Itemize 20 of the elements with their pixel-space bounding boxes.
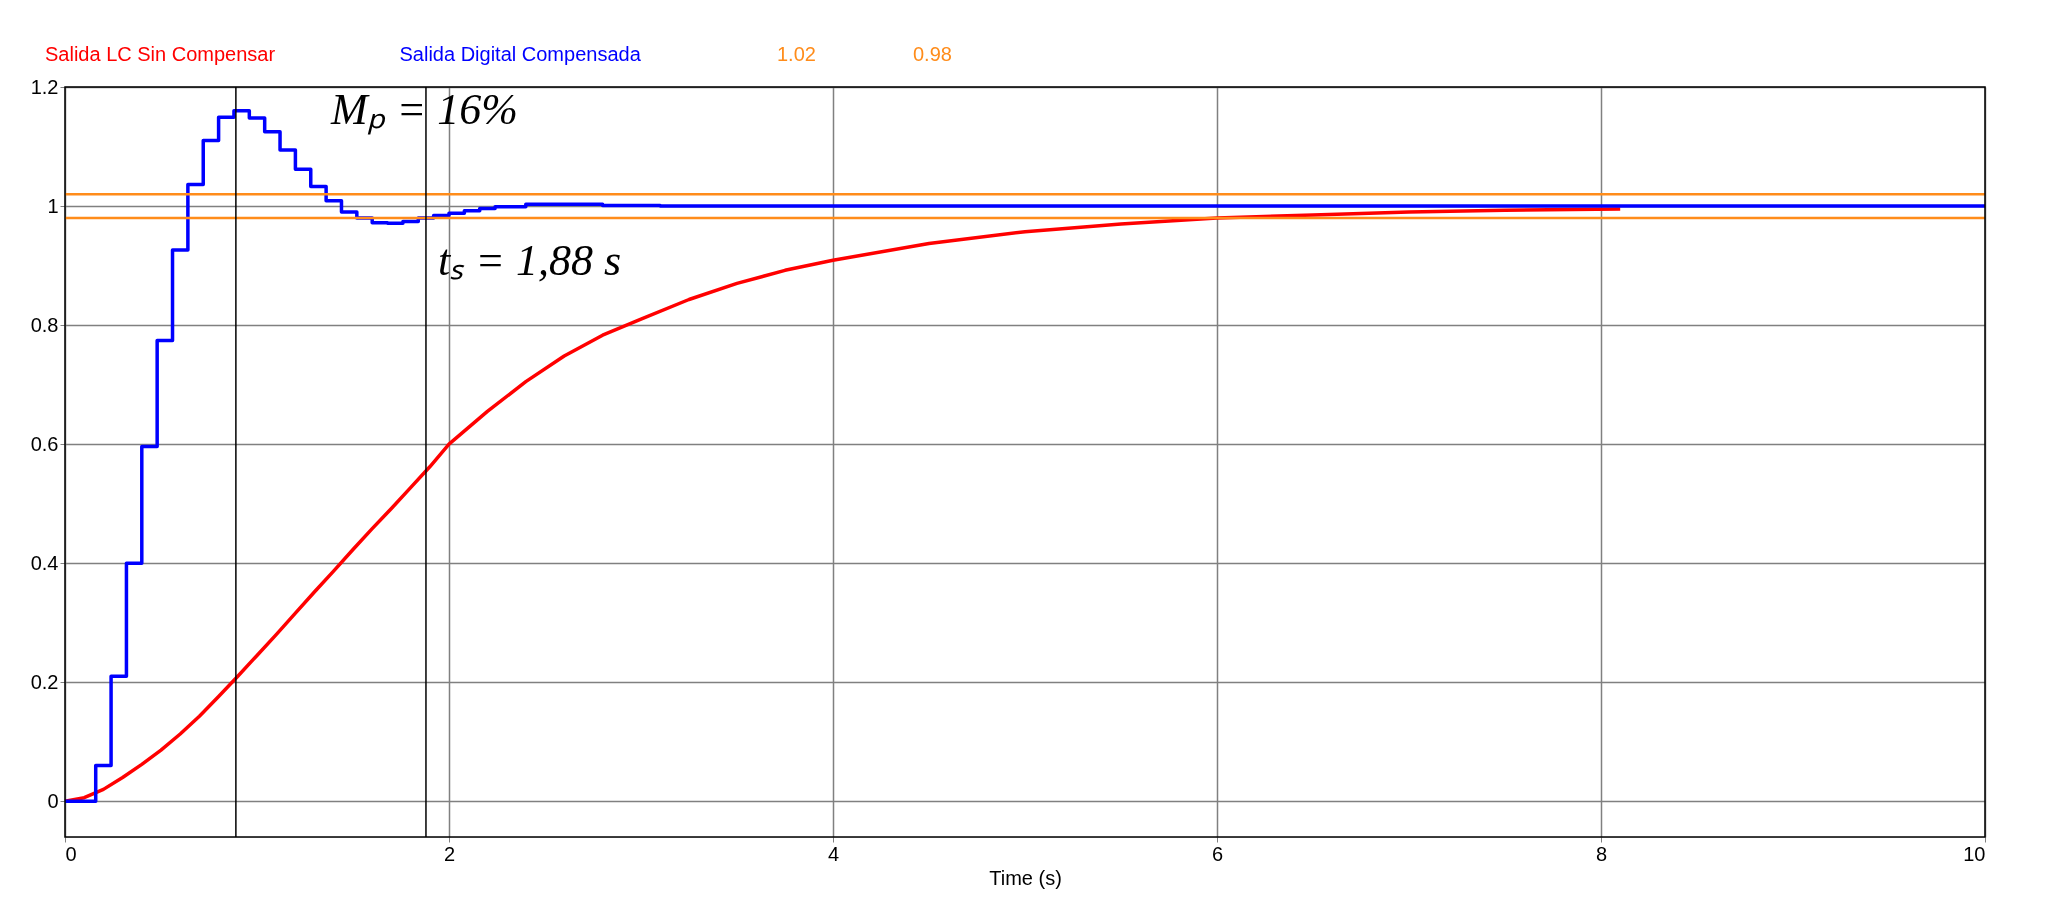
x-tick-label: 6 bbox=[1211, 842, 1224, 865]
annotation: tₛ = 1,88 s bbox=[437, 235, 622, 285]
y-tick-label: 1.2 bbox=[30, 75, 59, 98]
y-tick-label: 0 bbox=[47, 789, 59, 812]
y-tick-label: 0.8 bbox=[30, 313, 59, 336]
y-tick-label: 0.6 bbox=[30, 432, 59, 455]
x-tick-label: 0 bbox=[65, 842, 77, 865]
ref-line-label: 0.98 bbox=[913, 43, 952, 65]
annotation: Mₚ = 16% bbox=[329, 84, 518, 135]
ref-line-label: 1.02 bbox=[777, 43, 816, 65]
y-tick-label: 0.4 bbox=[30, 551, 59, 574]
x-tick-label: 2 bbox=[443, 842, 456, 865]
text: Salida LC Sin Compensar bbox=[45, 43, 276, 65]
text: Salida Digital Compensada bbox=[399, 43, 642, 65]
y-tick-label: 1 bbox=[47, 194, 59, 217]
y-tick-label: 0.2 bbox=[30, 670, 59, 693]
x-axis-title: Time (s) bbox=[989, 866, 1062, 889]
x-tick-label: 8 bbox=[1595, 842, 1608, 865]
x-tick-label: 10 bbox=[1963, 842, 1986, 865]
x-tick-label: 4 bbox=[827, 842, 840, 865]
